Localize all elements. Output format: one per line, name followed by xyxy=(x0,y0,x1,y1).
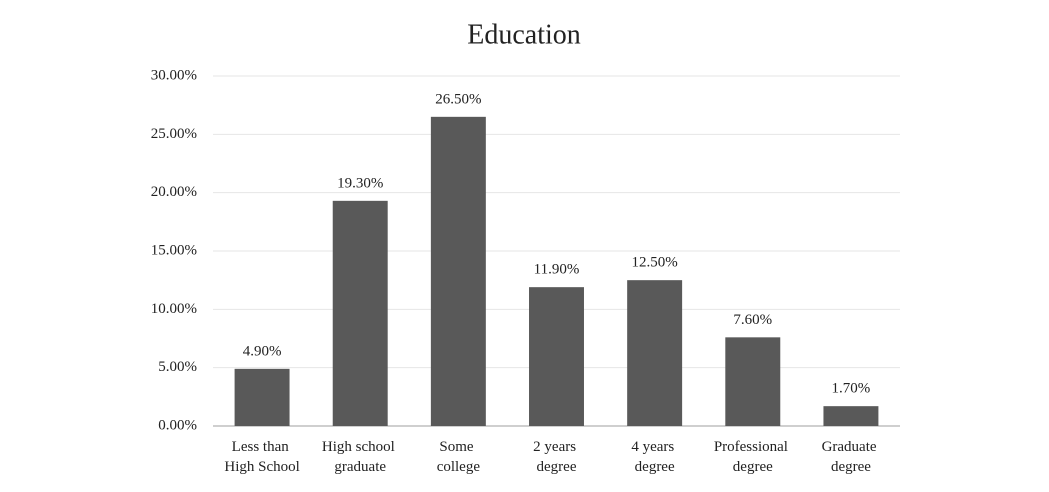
bar xyxy=(332,200,388,426)
x-tick-label: Less than High School xyxy=(224,439,299,475)
chart-title: Education xyxy=(467,19,581,50)
bar xyxy=(529,287,584,426)
y-tick-label: 10.00% xyxy=(151,301,197,317)
x-tick-label: 2 years degree xyxy=(533,439,580,475)
value-label: 4.90% xyxy=(243,343,282,359)
bar xyxy=(627,280,683,426)
y-tick-label: 0.00% xyxy=(158,417,197,433)
bar xyxy=(823,406,879,426)
bar xyxy=(430,116,486,426)
bar xyxy=(234,368,290,426)
value-label: 1.70% xyxy=(832,381,871,397)
x-tick-label: Graduate degree xyxy=(822,439,881,475)
x-tick-label: High school graduate xyxy=(322,439,399,475)
y-tick-label: 25.00% xyxy=(151,126,197,142)
value-label: 26.50% xyxy=(435,91,481,107)
value-label: 11.90% xyxy=(534,262,580,278)
x-tick-label: Some college xyxy=(437,439,481,475)
value-label: 19.30% xyxy=(337,175,383,191)
x-tick-label: 4 years degree xyxy=(631,439,678,475)
value-label: 7.60% xyxy=(733,312,772,328)
y-tick-label: 5.00% xyxy=(158,359,197,375)
y-tick-label: 20.00% xyxy=(151,184,197,200)
y-tick-label: 30.00% xyxy=(151,67,197,83)
value-label: 12.50% xyxy=(632,255,678,271)
bar xyxy=(725,337,781,426)
x-tick-label: Professional degree xyxy=(714,439,792,475)
y-tick-label: 15.00% xyxy=(151,242,197,258)
